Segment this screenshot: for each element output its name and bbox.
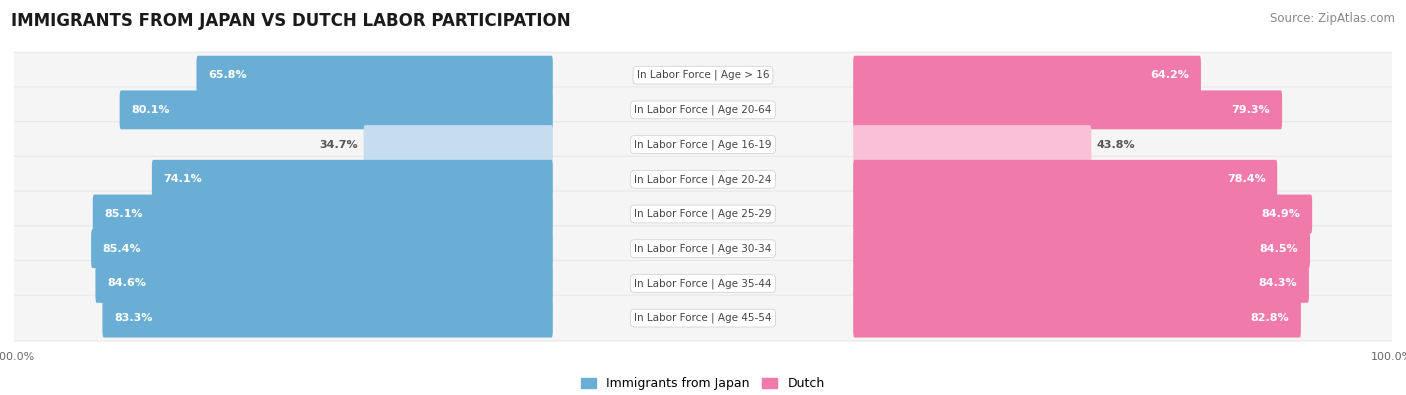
Text: 80.1%: 80.1%	[131, 105, 170, 115]
FancyBboxPatch shape	[13, 295, 1393, 341]
FancyBboxPatch shape	[853, 264, 1309, 303]
Text: 83.3%: 83.3%	[114, 313, 152, 323]
Text: In Labor Force | Age > 16: In Labor Force | Age > 16	[637, 70, 769, 81]
Text: 74.1%: 74.1%	[163, 174, 202, 184]
Text: 64.2%: 64.2%	[1150, 70, 1189, 80]
Text: In Labor Force | Age 20-64: In Labor Force | Age 20-64	[634, 105, 772, 115]
FancyBboxPatch shape	[853, 229, 1310, 268]
Text: 79.3%: 79.3%	[1232, 105, 1271, 115]
Text: In Labor Force | Age 30-34: In Labor Force | Age 30-34	[634, 243, 772, 254]
FancyBboxPatch shape	[13, 156, 1393, 202]
FancyBboxPatch shape	[93, 195, 553, 233]
Text: In Labor Force | Age 45-54: In Labor Force | Age 45-54	[634, 313, 772, 324]
FancyBboxPatch shape	[853, 195, 1312, 233]
FancyBboxPatch shape	[13, 226, 1393, 272]
Text: 82.8%: 82.8%	[1250, 313, 1289, 323]
FancyBboxPatch shape	[13, 87, 1393, 133]
Legend: Immigrants from Japan, Dutch: Immigrants from Japan, Dutch	[576, 372, 830, 395]
FancyBboxPatch shape	[853, 160, 1277, 199]
FancyBboxPatch shape	[103, 299, 553, 338]
Text: 84.3%: 84.3%	[1258, 278, 1298, 288]
Text: 65.8%: 65.8%	[208, 70, 247, 80]
FancyBboxPatch shape	[152, 160, 553, 199]
Text: In Labor Force | Age 35-44: In Labor Force | Age 35-44	[634, 278, 772, 289]
Text: 34.7%: 34.7%	[319, 139, 359, 150]
Text: 85.4%: 85.4%	[103, 244, 142, 254]
FancyBboxPatch shape	[197, 56, 553, 94]
Text: 78.4%: 78.4%	[1227, 174, 1265, 184]
Text: 43.8%: 43.8%	[1097, 139, 1136, 150]
FancyBboxPatch shape	[364, 125, 553, 164]
FancyBboxPatch shape	[91, 229, 553, 268]
Text: In Labor Force | Age 16-19: In Labor Force | Age 16-19	[634, 139, 772, 150]
Text: 84.9%: 84.9%	[1261, 209, 1301, 219]
FancyBboxPatch shape	[853, 125, 1091, 164]
FancyBboxPatch shape	[853, 56, 1201, 94]
Text: 85.1%: 85.1%	[104, 209, 143, 219]
FancyBboxPatch shape	[13, 52, 1393, 98]
FancyBboxPatch shape	[13, 260, 1393, 306]
FancyBboxPatch shape	[120, 90, 553, 129]
FancyBboxPatch shape	[13, 191, 1393, 237]
Text: Source: ZipAtlas.com: Source: ZipAtlas.com	[1270, 12, 1395, 25]
FancyBboxPatch shape	[853, 90, 1282, 129]
FancyBboxPatch shape	[13, 122, 1393, 167]
Text: 84.6%: 84.6%	[107, 278, 146, 288]
FancyBboxPatch shape	[853, 299, 1301, 338]
Text: 84.5%: 84.5%	[1260, 244, 1298, 254]
Text: In Labor Force | Age 20-24: In Labor Force | Age 20-24	[634, 174, 772, 184]
FancyBboxPatch shape	[96, 264, 553, 303]
Text: IMMIGRANTS FROM JAPAN VS DUTCH LABOR PARTICIPATION: IMMIGRANTS FROM JAPAN VS DUTCH LABOR PAR…	[11, 12, 571, 30]
Text: In Labor Force | Age 25-29: In Labor Force | Age 25-29	[634, 209, 772, 219]
